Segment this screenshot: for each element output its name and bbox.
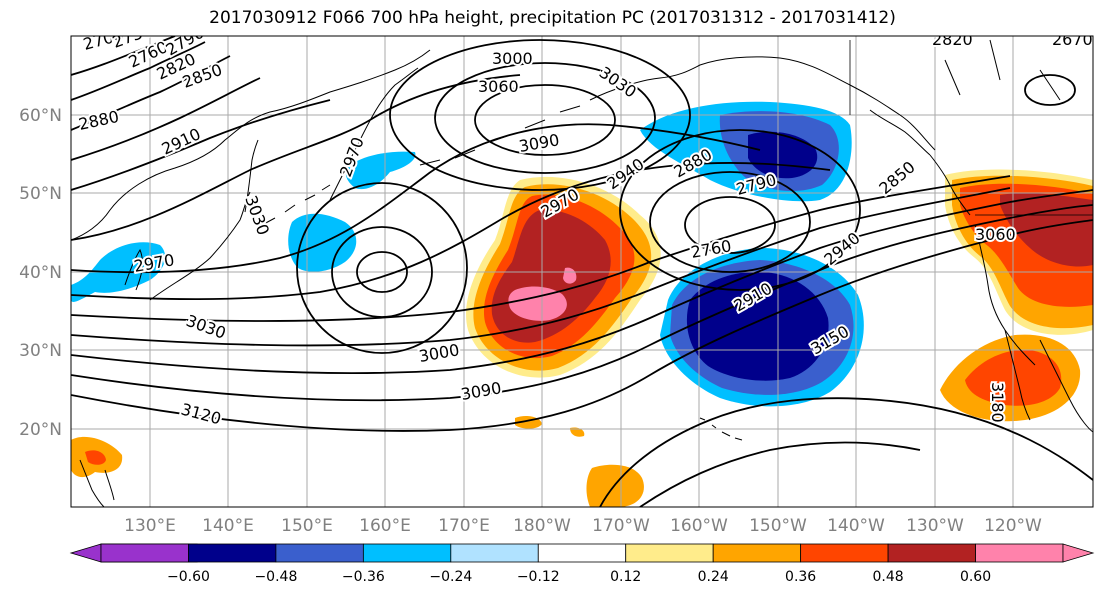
shade-positive-west-4 xyxy=(1000,193,1093,267)
colorbar-tick-label: 0.48 xyxy=(873,569,904,585)
lon-label-130e: 130°E xyxy=(124,516,176,536)
plot-frame xyxy=(70,35,1094,508)
coast-us-west xyxy=(974,224,1036,366)
colorbar-segment xyxy=(275,543,364,563)
colorbar-tick-label: −0.12 xyxy=(517,569,560,585)
contour-2880 xyxy=(71,99,331,191)
coast-alaska xyxy=(589,56,936,151)
colorbar-segment xyxy=(975,543,1064,563)
coast-hawaii xyxy=(699,417,743,441)
contour-label: 3060 xyxy=(478,77,519,96)
lon-label-120w: 120°W xyxy=(984,516,1042,536)
colorbar-segment xyxy=(362,543,452,563)
colorbar-tick-label: −0.60 xyxy=(167,569,210,585)
colorbar xyxy=(69,543,1095,563)
contour-3180 xyxy=(599,397,1093,507)
lat-label-60n: 60°N xyxy=(19,106,62,126)
shade-positive-sw-corner-2 xyxy=(85,450,106,465)
coast-philippines xyxy=(79,459,115,507)
colorbar-segment xyxy=(712,543,802,563)
coast-japan xyxy=(149,191,251,301)
colorbar-tick-label: 0.60 xyxy=(960,569,991,585)
lat-label-50n: 50°N xyxy=(19,184,62,204)
colorbar-tick-labels: −0.60 −0.48 −0.36 −0.24 −0.12 0.12 0.24 0.36 0.4… xyxy=(167,569,991,585)
contour-2820 xyxy=(71,55,231,131)
contour-3090 xyxy=(71,204,1093,402)
coastlines xyxy=(71,39,1093,507)
lon-label-160w: 160°W xyxy=(670,516,728,536)
coast-alaska-panhandle xyxy=(869,109,931,156)
lon-label-150e: 150°E xyxy=(281,516,333,536)
contour-high-3090 xyxy=(474,84,616,156)
contour-low-east-inner xyxy=(684,196,776,254)
colorbar-segment xyxy=(188,543,277,563)
contour-3120 xyxy=(71,219,1093,432)
lon-label-170w: 170°W xyxy=(592,516,650,536)
colorbar-tick-label: −0.48 xyxy=(254,569,297,585)
colorbar-tick-label: −0.36 xyxy=(342,569,385,585)
colorbar-extend-max xyxy=(1062,543,1095,563)
contour-3150 xyxy=(639,441,921,507)
lat-label-40n: 40°N xyxy=(19,263,62,283)
contour-3030 xyxy=(71,187,1011,347)
contour-label: 3180 xyxy=(988,382,1007,423)
contour-low-east-mid xyxy=(649,171,811,273)
colorbar-extend-min xyxy=(69,543,102,563)
colorbar-segment xyxy=(537,543,627,563)
lon-label-130w: 130°W xyxy=(906,516,964,536)
contour-label: 2670 xyxy=(1052,30,1093,49)
contour-high-3060 xyxy=(434,62,656,174)
colorbar-tick-label: 0.36 xyxy=(785,569,816,585)
colorbar-segment xyxy=(625,543,714,563)
coast-kurils xyxy=(261,184,331,226)
contour-3060 xyxy=(71,189,1093,375)
shade-positive-small-2 xyxy=(570,427,585,437)
coast-asia xyxy=(71,49,431,241)
lon-label-170e: 170°E xyxy=(438,516,490,536)
contour-low-ne xyxy=(1024,74,1076,106)
coast-kamchatka xyxy=(329,67,419,201)
height-contours xyxy=(71,36,1093,507)
contour-2940 xyxy=(71,123,761,274)
contour-label: 3060 xyxy=(975,225,1016,244)
shade-negative-east-3 xyxy=(686,271,829,381)
longitude-labels: 130°E 140°E 150°E 160°E 170°E 180°W 170°… xyxy=(124,516,1042,536)
contour-label: 2820 xyxy=(932,30,973,49)
colorbar-segment xyxy=(450,543,539,563)
colorbar-segment xyxy=(800,543,889,563)
contour-high-3030 xyxy=(389,39,691,191)
latitude-labels: 60°N 50°N 40°N 30°N 20°N xyxy=(19,106,62,440)
contour-low-outer xyxy=(296,182,468,354)
contour-2850 xyxy=(71,77,261,161)
lon-label-150w: 150°W xyxy=(749,516,807,536)
contour-low-mid xyxy=(331,226,433,318)
colorbar-tick-label: 0.12 xyxy=(610,569,641,585)
coast-sakhalin xyxy=(244,139,259,213)
colorbar-tick-label: −0.24 xyxy=(429,569,472,585)
colorbar-tick-label: 0.24 xyxy=(698,569,729,585)
contour-low-inner xyxy=(356,251,408,293)
map-title: 2017030912 F066 700 hPa height, precipit… xyxy=(209,8,896,28)
contour-2910 xyxy=(71,74,521,241)
contour-2790 xyxy=(71,41,206,101)
lat-label-30n: 30°N xyxy=(19,341,62,361)
coast-baja xyxy=(1004,329,1031,421)
lon-label-140w: 140°W xyxy=(827,516,885,536)
lon-label-180w: 180°W xyxy=(513,516,571,536)
precip-shading xyxy=(71,101,1093,507)
graticule xyxy=(71,36,1093,507)
coast-mexico xyxy=(1039,339,1093,433)
contour-label: 3000 xyxy=(492,49,533,68)
contour-2760 xyxy=(71,36,176,76)
shade-negative-kamchatka xyxy=(345,151,416,190)
contour-3000 xyxy=(71,175,1011,322)
colorbar-segment xyxy=(887,543,976,563)
lon-label-140e: 140°E xyxy=(202,516,254,536)
lon-label-160e: 160°E xyxy=(359,516,411,536)
colorbar-segment xyxy=(100,543,189,563)
lat-label-20n: 20°N xyxy=(19,420,62,440)
contour-low-east-outer xyxy=(619,129,861,291)
contour-2970 xyxy=(71,162,831,301)
